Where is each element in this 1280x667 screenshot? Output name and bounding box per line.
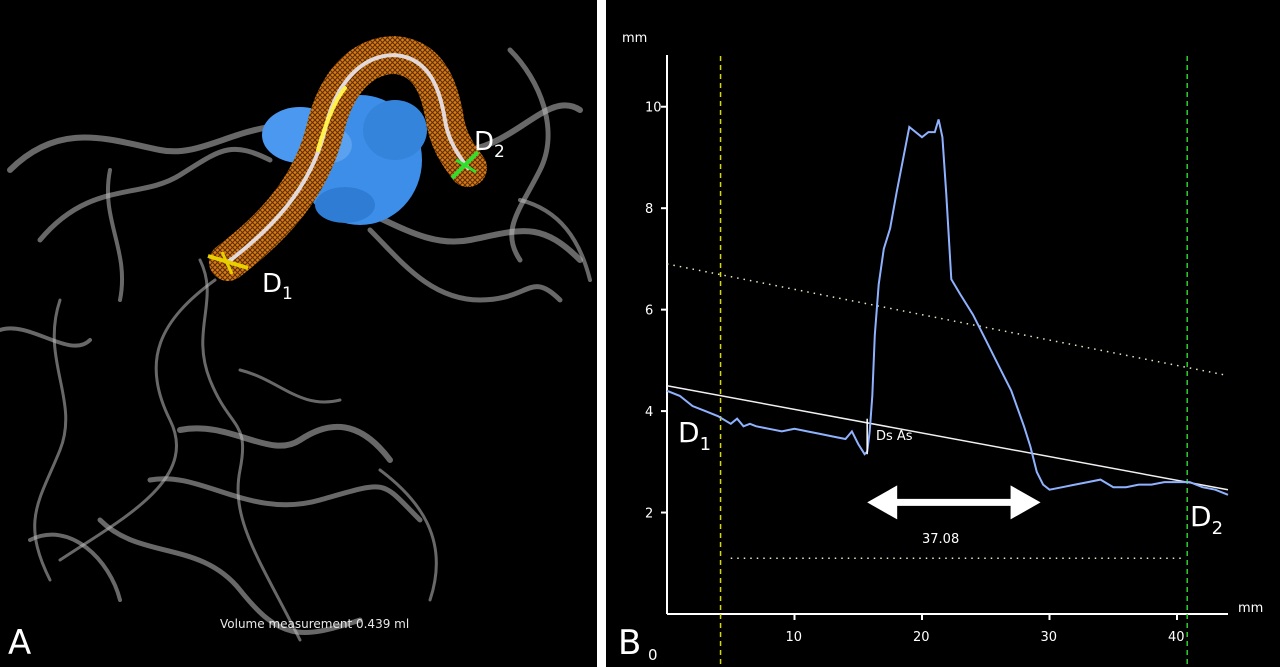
arrow-head-left xyxy=(867,485,898,520)
dotted-reference-line xyxy=(666,263,1229,377)
axes xyxy=(666,55,1228,615)
x-ticks: 10 20 30 40 xyxy=(786,614,1185,645)
reference-lines xyxy=(666,263,1229,559)
y-axis-unit: mm xyxy=(622,31,647,46)
d2-diameter-marker xyxy=(450,150,480,180)
arrow-head-right xyxy=(1010,485,1041,520)
length-arrow xyxy=(867,485,1041,520)
vessel-rendering: D1 D2 Volume measurement 0.439 ml A xyxy=(0,36,592,663)
vertical-markers xyxy=(719,56,1188,667)
x-origin-label: 0 xyxy=(648,646,658,664)
measured-vessel-segment xyxy=(209,36,487,281)
y-tick-label: 10 xyxy=(645,101,662,116)
x-tick-label: 10 xyxy=(786,630,803,645)
x-tick-label: 40 xyxy=(1168,630,1185,645)
panel-a-letter: A xyxy=(8,623,31,663)
panel-a-3d-rendering: D1 D2 Volume measurement 0.439 ml A xyxy=(0,0,597,667)
length-label: 37.08 xyxy=(922,532,959,547)
y-tick-label: 2 xyxy=(645,507,653,522)
diameter-series-line xyxy=(666,119,1229,496)
regression-line xyxy=(666,384,1229,491)
d1-label: D1 xyxy=(678,416,711,455)
x-tick-label: 20 xyxy=(913,630,930,645)
d2-label: D2 xyxy=(474,127,505,162)
x-tick-label: 30 xyxy=(1041,630,1058,645)
panel-b-letter: B xyxy=(618,623,641,663)
y-ticks: 2 4 6 8 10 xyxy=(645,101,667,522)
panel-b-diameter-profile: mm mm 2 4 6 8 10 10 20 30 40 37.08 Ds As D1 D2 … xyxy=(606,0,1280,667)
panel-divider xyxy=(597,0,606,667)
d1-diameter-marker xyxy=(207,251,249,275)
background-vessels xyxy=(0,47,592,642)
y-tick-label: 6 xyxy=(645,304,653,319)
volume-measurement-text: Volume measurement 0.439 ml xyxy=(220,617,409,631)
y-tick-label: 4 xyxy=(645,405,653,420)
aneurysm-sac xyxy=(262,95,427,225)
y-tick-label: 8 xyxy=(645,202,653,217)
ds-as-label: Ds As xyxy=(876,429,913,444)
d2-label: D2 xyxy=(1190,500,1223,539)
d1-label: D1 xyxy=(262,269,293,304)
x-axis-unit: mm xyxy=(1238,601,1263,616)
